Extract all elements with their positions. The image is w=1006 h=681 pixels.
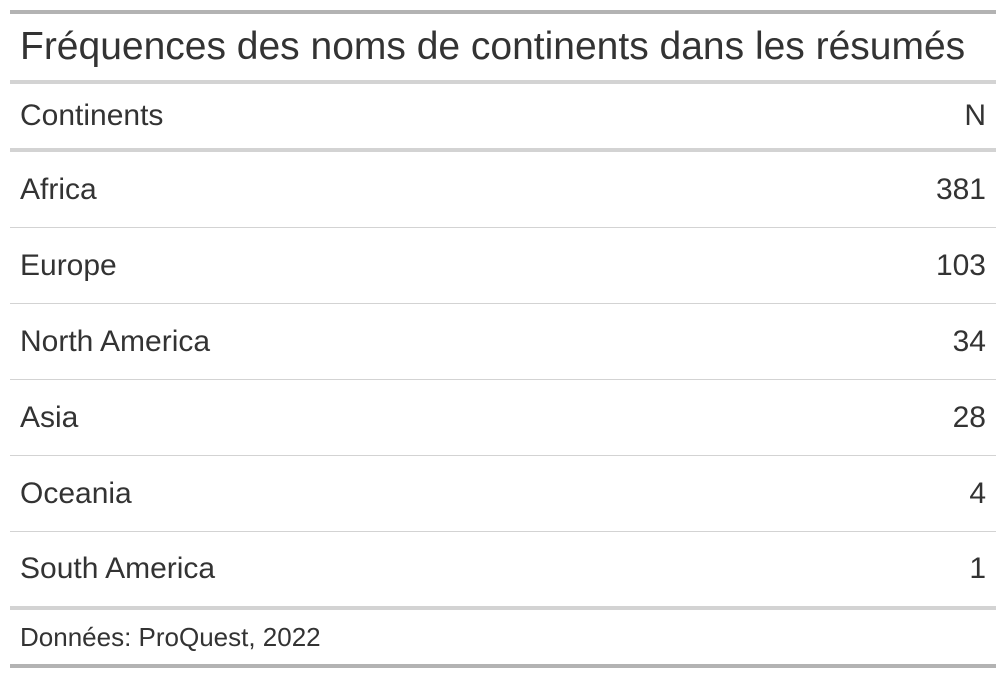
continent-cell: Europe [20,248,117,282]
continent-cell: South America [20,552,216,585]
table-header-row: Continents N [10,84,996,152]
count-cell: 103 [935,248,986,282]
continent-cell: Africa [20,172,97,206]
frequency-table: Fréquences des noms de continents dans l… [10,10,996,668]
column-header-n: N [964,99,986,132]
count-cell: 4 [969,476,986,510]
column-header-continents: Continents [20,99,164,132]
table-row: South America 1 [10,532,996,610]
continent-cell: Asia [20,400,79,434]
table-row: North America 34 [10,304,996,380]
count-cell: 28 [952,400,986,434]
continent-cell: Oceania [20,476,132,510]
table-row: Asia 28 [10,380,996,456]
count-cell: 381 [935,172,986,206]
continent-cell: North America [20,324,211,358]
source-note: Données: ProQuest, 2022 [10,610,996,668]
table-row: Oceania 4 [10,456,996,532]
table-row: Africa 381 [10,152,996,228]
table-row: Europe 103 [10,228,996,304]
table-title: Fréquences des noms de continents dans l… [10,14,996,84]
count-cell: 34 [952,324,986,358]
count-cell: 1 [969,552,986,585]
